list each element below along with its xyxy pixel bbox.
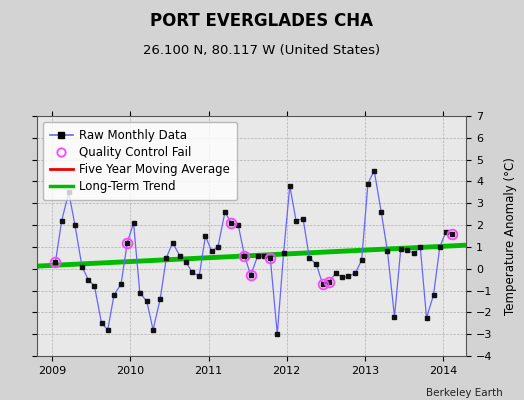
Text: Berkeley Earth: Berkeley Earth [427, 388, 503, 398]
Text: 26.100 N, 80.117 W (United States): 26.100 N, 80.117 W (United States) [144, 44, 380, 57]
Legend: Raw Monthly Data, Quality Control Fail, Five Year Moving Average, Long-Term Tren: Raw Monthly Data, Quality Control Fail, … [42, 122, 237, 200]
Text: PORT EVERGLADES CHA: PORT EVERGLADES CHA [150, 12, 374, 30]
Y-axis label: Temperature Anomaly (°C): Temperature Anomaly (°C) [504, 157, 517, 315]
